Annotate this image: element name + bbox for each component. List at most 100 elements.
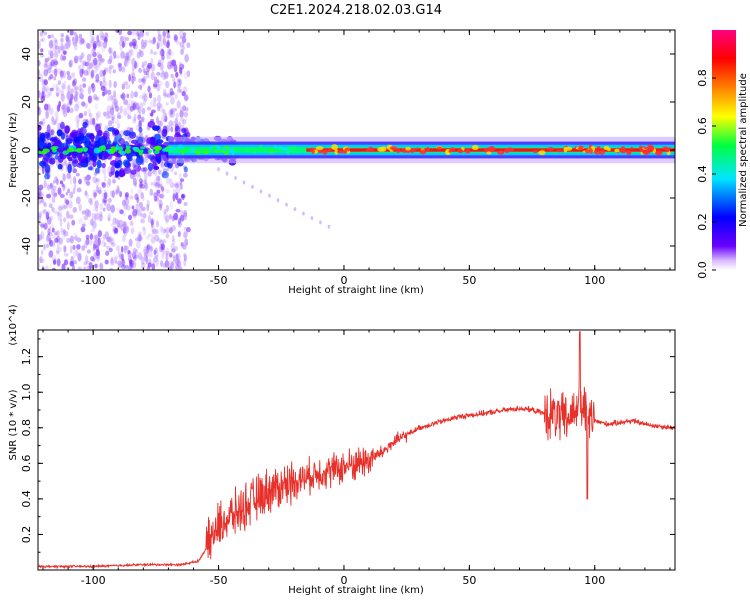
- noise-speck: [108, 120, 113, 127]
- noise-speck: [107, 110, 112, 119]
- noise-speck: [44, 59, 48, 67]
- noise-speck: [166, 48, 171, 55]
- noise-speck: [184, 106, 189, 112]
- band-highlight: [436, 146, 442, 150]
- noise-speck: [87, 95, 92, 104]
- noise-speck: [66, 237, 71, 243]
- band-highlight: [599, 149, 605, 155]
- noise-speck: [176, 260, 182, 268]
- noise-speck: [74, 103, 79, 112]
- noise-speck: [90, 49, 95, 58]
- x-tick-label: 100: [584, 274, 605, 287]
- band-blob: [114, 156, 122, 164]
- noise-speck: [151, 228, 157, 234]
- band-highlight: [620, 146, 626, 152]
- band-blob: [79, 127, 87, 136]
- noise-speck: [80, 226, 86, 233]
- noise-speck: [140, 256, 145, 265]
- band-blob: [59, 121, 65, 130]
- noise-speck: [169, 178, 173, 183]
- band-highlight: [80, 147, 89, 152]
- noise-speck: [60, 53, 64, 62]
- noise-speck: [150, 49, 153, 55]
- noise-speck: [115, 207, 121, 212]
- noise-speck: [140, 212, 143, 218]
- noise-speck: [93, 192, 97, 198]
- noise-speck: [160, 73, 163, 78]
- noise-speck: [121, 40, 127, 48]
- noise-speck: [63, 229, 66, 235]
- noise-speck: [86, 209, 92, 218]
- noise-speck: [125, 204, 131, 211]
- band-highlight: [286, 146, 295, 152]
- noise-speck: [109, 105, 114, 111]
- noise-speck: [142, 75, 147, 84]
- noise-speck: [135, 102, 140, 111]
- noise-speck: [172, 76, 176, 83]
- noise-speck: [159, 163, 165, 168]
- band-highlight: [555, 149, 562, 153]
- noise-speck: [172, 107, 178, 112]
- noise-speck: [109, 95, 114, 101]
- band-highlight: [311, 148, 315, 155]
- band-highlight: [154, 149, 160, 155]
- noise-speck: [156, 42, 160, 50]
- noise-speck: [79, 57, 82, 63]
- x-tick-label: 0: [340, 574, 347, 587]
- noise-speck: [166, 64, 172, 71]
- noise-speck: [151, 263, 156, 270]
- noise-speck: [46, 216, 52, 225]
- noise-speck: [110, 107, 115, 116]
- noise-speck: [147, 170, 152, 177]
- noise-speck: [132, 248, 137, 253]
- noise-speck: [58, 205, 63, 211]
- noise-speck: [119, 190, 122, 198]
- noise-speck: [181, 194, 185, 201]
- noise-speck: [125, 55, 131, 64]
- noise-speck: [79, 83, 82, 93]
- noise-speck: [98, 262, 102, 268]
- noise-speck: [162, 262, 167, 269]
- noise-speck: [51, 241, 56, 248]
- noise-speck: [93, 251, 97, 260]
- noise-speck: [66, 221, 70, 231]
- noise-speck: [61, 263, 66, 270]
- noise-speck: [60, 227, 64, 233]
- noise-speck: [183, 211, 188, 221]
- noise-speck: [162, 248, 166, 255]
- noise-speck: [178, 266, 183, 270]
- noise-speck: [162, 109, 166, 115]
- band-blob: [77, 156, 86, 162]
- noise-speck: [45, 85, 49, 94]
- noise-speck: [81, 68, 85, 75]
- noise-speck: [103, 199, 107, 206]
- noise-speck: [169, 182, 175, 188]
- noise-speck: [161, 186, 165, 192]
- noise-speck: [136, 200, 140, 207]
- noise-speck: [144, 180, 148, 189]
- band-blob: [66, 138, 73, 144]
- band-highlight: [589, 148, 593, 154]
- band-highlight: [147, 149, 153, 154]
- colorbar-tick-label: 0.6: [696, 117, 709, 135]
- noise-speck: [103, 192, 108, 199]
- noise-speck: [125, 83, 131, 90]
- noise-speck: [166, 93, 172, 98]
- band-highlight: [486, 151, 492, 155]
- noise-speck: [38, 262, 41, 270]
- noise-speck: [107, 178, 112, 186]
- noise-speck: [47, 209, 51, 216]
- noise-speck: [124, 225, 130, 234]
- noise-speck: [176, 258, 182, 268]
- diagonal-speck: [259, 189, 263, 194]
- noise-speck: [101, 198, 105, 204]
- noise-speck: [81, 245, 86, 252]
- diagonal-speck: [242, 180, 246, 185]
- band-blob: [87, 166, 93, 171]
- y-tick-label: 0.4: [20, 490, 33, 508]
- noise-speck: [75, 172, 80, 177]
- noise-speck: [164, 260, 170, 268]
- noise-speck: [50, 182, 54, 188]
- band-blob: [113, 129, 120, 135]
- noise-speck: [102, 80, 107, 88]
